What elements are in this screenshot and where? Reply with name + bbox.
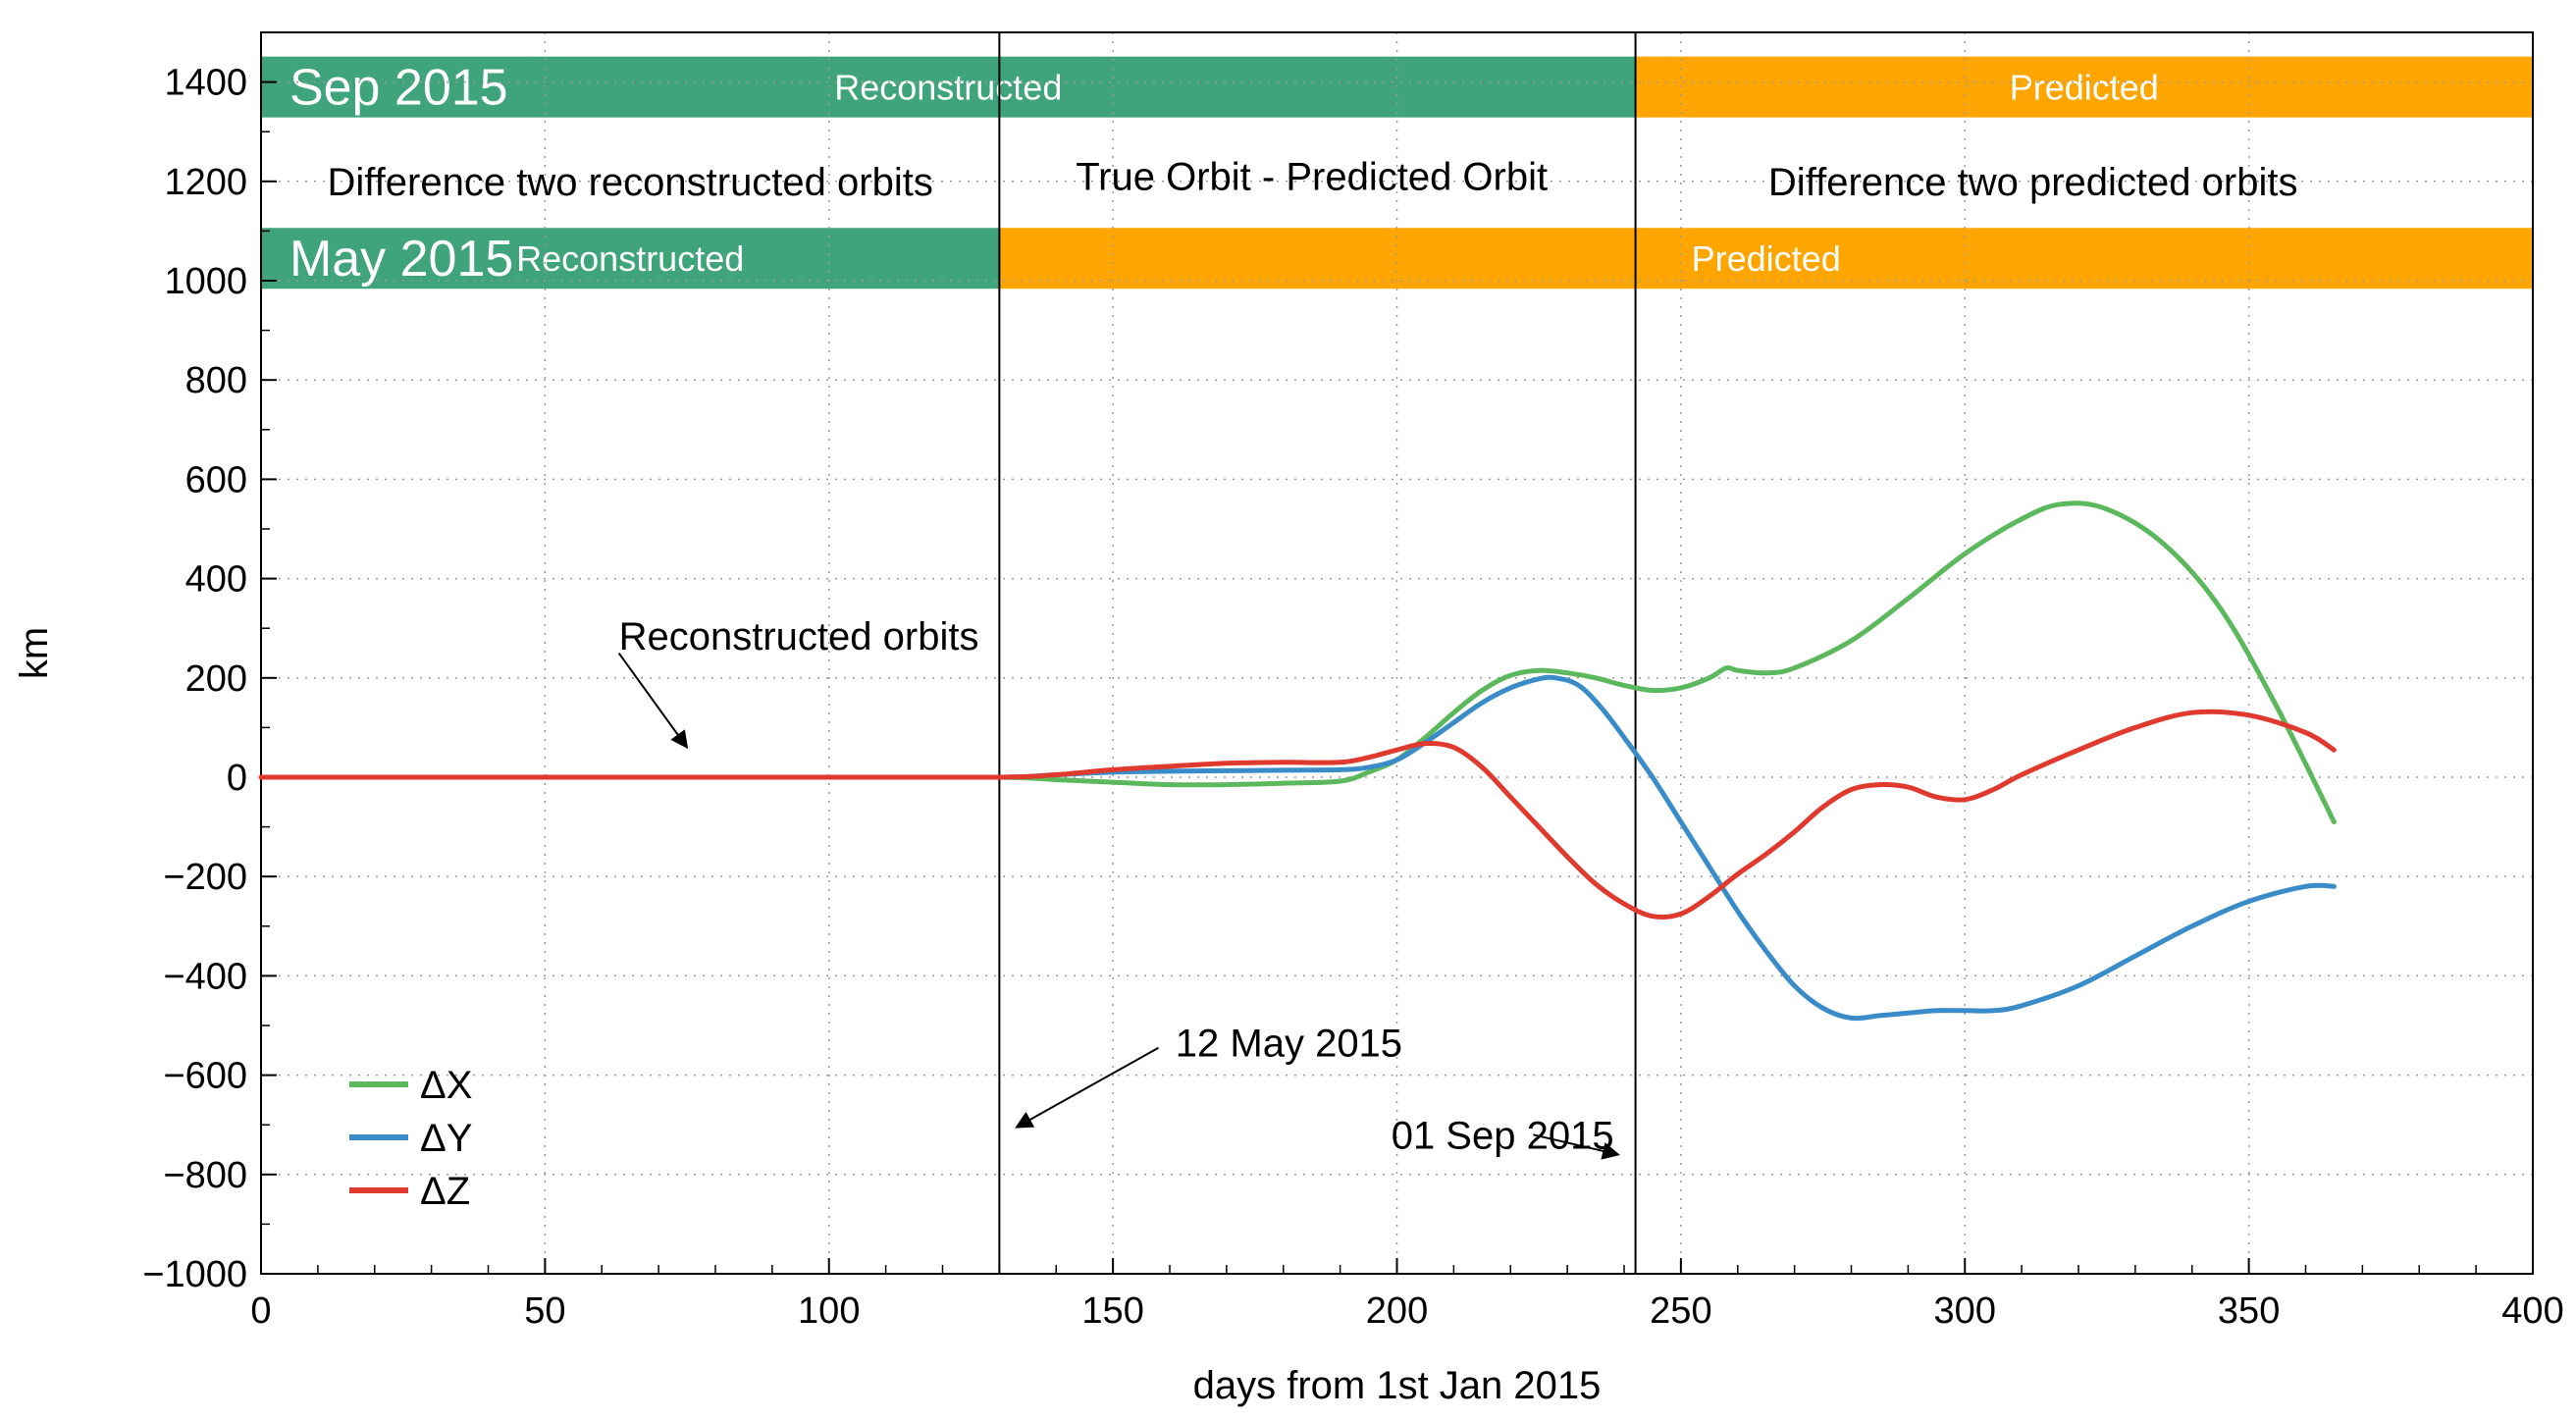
- y-axis-title: km: [13, 627, 56, 679]
- x-tick-label: 300: [1934, 1290, 1996, 1332]
- band-label: Reconstructed: [834, 68, 1062, 108]
- y-tick-label: 200: [185, 658, 247, 700]
- band-label: Reconstructed: [516, 238, 744, 279]
- series-dx-line: [258, 500, 2337, 824]
- series-dy-line: [258, 674, 2337, 1022]
- vertical-lines: [998, 32, 1637, 1274]
- annotation-arrow: [617, 652, 689, 750]
- annotation-label: 12 May 2015: [1176, 1023, 1402, 1066]
- y-tick-label: −800: [163, 1155, 247, 1196]
- legend-label: ΔY: [420, 1117, 472, 1160]
- region-label: Difference two predicted orbits: [1768, 161, 2298, 204]
- series-layer: [258, 500, 2337, 1022]
- y-tick-label: 0: [227, 758, 247, 799]
- x-tick-label: 0: [250, 1290, 271, 1332]
- y-tick-label: −400: [163, 956, 247, 997]
- x-tick-label: 200: [1366, 1290, 1428, 1332]
- y-tick-label: 1000: [164, 261, 247, 302]
- y-tick-label: −600: [163, 1056, 247, 1097]
- band-label: Predicted: [1692, 238, 1841, 279]
- x-tick-label: 250: [1650, 1290, 1711, 1332]
- y-tick-label: 1400: [164, 63, 247, 104]
- region-label: Difference two reconstructed orbits: [328, 161, 933, 204]
- y-tick-label: −1000: [142, 1254, 247, 1295]
- x-axis-title: days from 1st Jan 2015: [1193, 1364, 1602, 1407]
- annotation-label: 01 Sep 2015: [1392, 1114, 1614, 1157]
- y-tick-label: 1200: [164, 162, 247, 203]
- band-label: Predicted: [2010, 68, 2159, 108]
- band-title: May 2015: [289, 231, 513, 288]
- legend: ΔX ΔY ΔZ: [349, 1064, 472, 1213]
- y-tick-label: 800: [185, 360, 247, 401]
- annotation-arrow: [1015, 1046, 1159, 1129]
- y-tick-label: −200: [163, 857, 247, 898]
- axis-ticks: 0 50 100 150 200 250 300 350 400 −1000 −800 −600 −40…: [142, 63, 2563, 1332]
- grid: [261, 32, 2533, 1274]
- band-bar: [261, 228, 1000, 289]
- x-tick-label: 350: [2218, 1290, 2280, 1332]
- band-layer: Reconstructed Predicted Reconstructed Predi…: [261, 56, 2533, 289]
- band-title: Sep 2015: [289, 60, 508, 117]
- x-tick-label: 50: [524, 1290, 565, 1332]
- y-tick-label: 600: [185, 459, 247, 500]
- annotations: Difference two reconstructed orbits True …: [328, 156, 2298, 1160]
- band-bar: [999, 228, 2533, 289]
- series-dz-line: [258, 709, 2337, 920]
- region-label: True Orbit - Predicted Orbit: [1076, 156, 1548, 199]
- y-tick-label: 400: [185, 559, 247, 601]
- legend-label: ΔZ: [420, 1170, 470, 1213]
- annotation-label: Reconstructed orbits: [619, 615, 979, 658]
- band-bar: [1635, 56, 2533, 118]
- x-tick-label: 150: [1081, 1290, 1143, 1332]
- x-tick-label: 400: [2501, 1290, 2563, 1332]
- band-bar: [261, 56, 1636, 118]
- legend-label: ΔX: [420, 1064, 472, 1107]
- x-tick-label: 100: [798, 1290, 860, 1332]
- annotation-arrow: [1533, 1133, 1620, 1160]
